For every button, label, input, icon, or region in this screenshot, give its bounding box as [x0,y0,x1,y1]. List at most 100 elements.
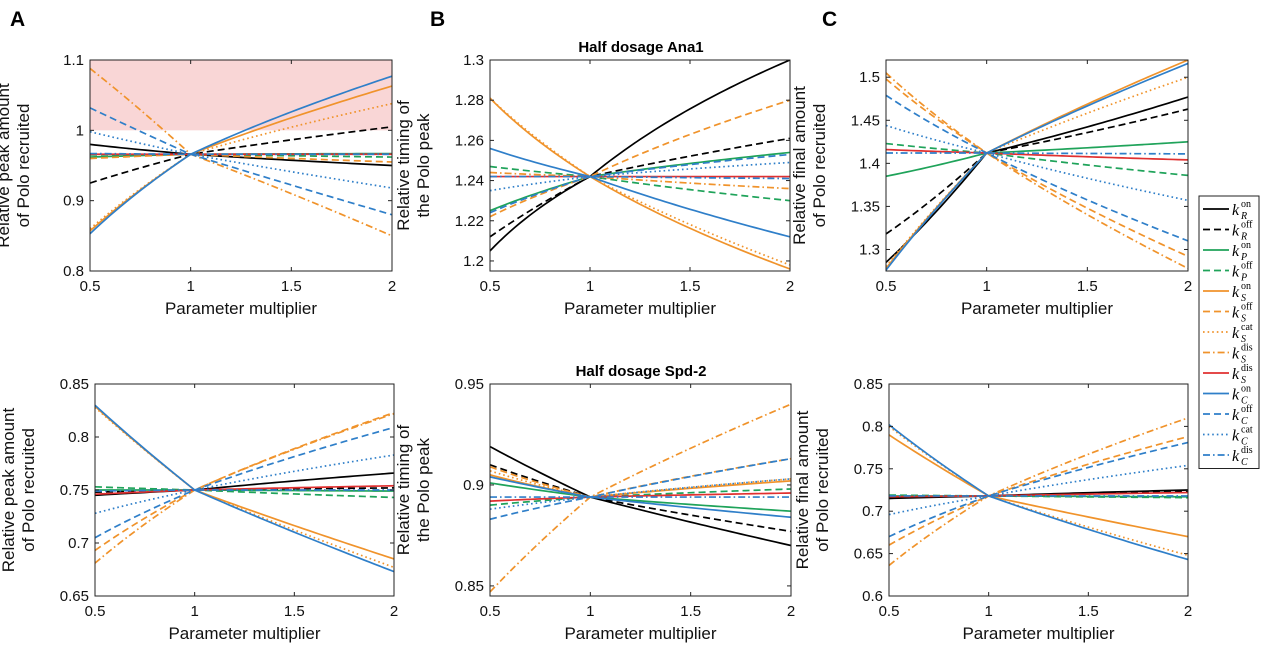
legend-entry-3: k onP [1203,240,1251,263]
series-line-6 [889,435,1188,546]
series-line-2 [90,125,392,184]
series-group [95,404,394,573]
y-tick-label: 1 [76,122,84,139]
series-line-7 [90,102,392,230]
y-tick-label: 0.65 [60,588,89,605]
series-line-9 [95,484,394,496]
y-tick-label: 0.7 [862,503,883,520]
x-tick-label: 2 [388,278,396,295]
y-tick-label: 0.8 [63,263,84,280]
series-line-1 [490,445,791,547]
y-tick-label: 1.26 [455,132,484,149]
legend-symbol: k [1232,243,1240,260]
y-tick-label: 0.6 [862,588,883,605]
x-tick-label: 2 [1184,603,1192,620]
series-line-7 [886,76,1188,268]
y-axis-label-line-2: of Polo recruited [14,104,33,228]
y-tick-label: 1.35 [851,198,880,215]
series-line-8 [90,67,392,237]
axes-frame [885,59,1189,272]
x-tick-label: 1.5 [284,603,305,620]
series-line-6 [490,99,790,218]
plot-area [886,60,1188,271]
series-line-9 [490,492,791,502]
y-tick-label: 1.3 [463,52,484,69]
axes-frame [489,383,792,597]
shaded-region [90,60,392,131]
y-axis-label-line-1: Relative timing of [394,425,413,556]
legend-symbol: k [1232,366,1240,383]
axes-frame [89,59,393,272]
series-line-4 [886,142,1188,177]
series-line-2 [886,108,1188,235]
legend-superscript: off [1241,302,1253,313]
series-line-13 [490,175,790,180]
y-tick-label: 0.85 [854,376,883,393]
x-axis-label: Parameter multiplier [165,299,317,318]
legend-symbol: k [1232,223,1240,240]
legend-subscript: R [1240,232,1247,243]
series-line-10 [95,404,394,573]
x-axis-label: Parameter multiplier [168,624,320,643]
series-line-8 [95,412,394,564]
series-line-12 [889,464,1188,516]
y-tick-label: 1.1 [63,52,84,69]
series-line-1 [90,143,392,167]
series-line-11 [95,426,394,539]
series-line-10 [886,62,1188,271]
legend-superscript: off [1241,220,1253,231]
legend-symbol: k [1232,387,1240,404]
series-line-8 [889,417,1188,567]
series-line-8 [490,171,790,190]
x-tick-label: 0.5 [876,278,897,295]
legend-subscript: C [1241,457,1248,468]
y-tick-label: 1.2 [463,253,484,270]
x-tick-label: 2 [787,603,795,620]
series-line-10 [889,424,1188,561]
chart-a-1: 0.5 1 1.5 2 0.8 0.9 1 1.1 Parameter multiplier Re… [0,52,396,318]
series-line-5 [889,434,1188,538]
y-axis-label-line-2: the Polo peak [414,113,433,217]
series-line-7 [490,97,790,266]
series-line-11 [90,107,392,216]
legend-subscript: S [1241,334,1246,345]
series-line-10 [490,147,790,238]
series-group [886,60,1188,271]
y-tick-label: 1.22 [455,213,484,230]
panel-letter-a: A [10,8,25,31]
legend-superscript: on [1241,240,1251,251]
legend-entry-5: k onS [1203,281,1251,304]
legend-subscript: C [1241,416,1248,427]
series-group [490,60,790,270]
y-tick-label: 0.9 [63,193,84,210]
y-tick-label: 1.24 [455,173,484,190]
series-line-7 [490,470,791,498]
y-tick-label: 1.4 [859,155,880,172]
x-tick-label: 1.5 [680,603,701,620]
legend-symbol: k [1232,305,1240,322]
panel-letter-c: C [822,8,837,31]
series-line-10 [90,75,392,235]
legend-subscript: S [1241,293,1246,304]
legend-entry-10: k onC [1203,384,1251,407]
x-tick-label: 0.5 [80,278,101,295]
x-tick-label: 1.5 [680,278,701,295]
x-tick-label: 0.5 [879,603,900,620]
chart-b-2: 0.5 1 1.5 2 0.85 0.9 0.95 Parameter multiplier R… [394,376,795,643]
y-axis-label-line-1: Relative final amount [790,86,809,245]
y-axis-label-line-2: of Polo recruited [19,428,38,552]
series-group [490,403,791,593]
y-tick-label: 0.75 [60,482,89,499]
legend-symbol: k [1232,448,1240,465]
y-tick-label: 1.45 [851,112,880,129]
series-line-13 [95,489,394,492]
legend-subscript: S [1241,375,1246,386]
y-tick-label: 1.5 [859,69,880,86]
